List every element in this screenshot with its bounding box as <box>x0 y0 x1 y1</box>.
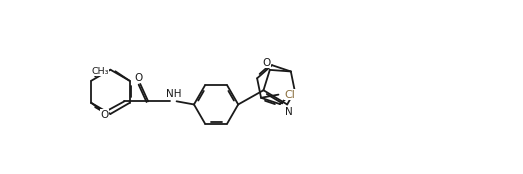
Text: O: O <box>134 73 143 83</box>
Text: O: O <box>263 58 271 68</box>
Text: Cl: Cl <box>285 90 295 100</box>
Text: NH: NH <box>166 89 181 99</box>
Text: O: O <box>100 110 109 120</box>
Text: CH₃: CH₃ <box>92 67 109 76</box>
Text: N: N <box>285 107 293 117</box>
